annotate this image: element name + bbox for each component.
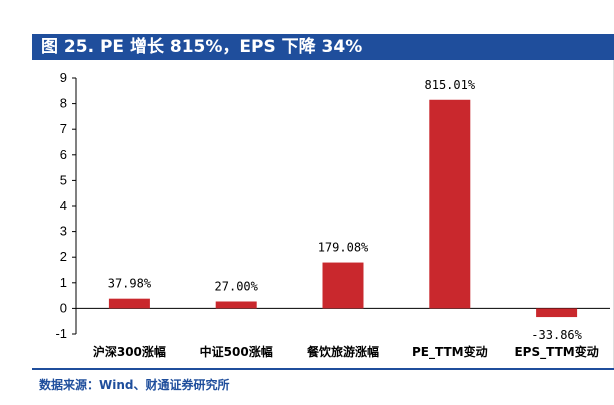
chart-area: -1 0 1 2 3 4 5 6 7 8 9 37.98% 沪深300涨幅 27.00% 中证500涨幅 1…	[32, 60, 614, 368]
y-tick-label: 6	[60, 147, 67, 162]
bar-4	[429, 99, 471, 309]
y-tick-label: 5	[60, 172, 67, 187]
data-label: 27.00%	[215, 279, 259, 293]
source-note: 数据来源：Wind、财通证券研究所	[39, 378, 230, 392]
data-label: -33.86%	[531, 328, 582, 342]
y-tick-label: 7	[60, 121, 67, 136]
chart-title: 图 25. PE 增长 815%，EPS 下降 34%	[41, 37, 363, 57]
y-tick-label: 2	[60, 249, 67, 264]
y-tick-label: 4	[60, 198, 67, 213]
chart-title-bar: 图 25. PE 增长 815%，EPS 下降 34%	[32, 34, 614, 60]
source-footer: 数据来源：Wind、财通证券研究所	[32, 368, 614, 398]
bar-chart: -1 0 1 2 3 4 5 6 7 8 9 37.98% 沪深300涨幅 27.00% 中证500涨幅 1…	[55, 70, 610, 360]
y-tick-label: 8	[60, 96, 67, 111]
bar-3	[322, 262, 364, 309]
data-label: 37.98%	[108, 277, 152, 291]
y-tick-label: 1	[60, 275, 67, 290]
x-tick-label: EPS_TTM变动	[514, 344, 598, 360]
bar-1	[108, 298, 150, 309]
y-tick-label: 0	[60, 300, 67, 315]
y-tick-label: -1	[55, 326, 67, 341]
y-tick-label: 9	[60, 70, 67, 85]
data-label: 179.08%	[318, 241, 369, 255]
bar-5	[536, 308, 578, 318]
x-tick-label: 中证500涨幅	[200, 344, 273, 359]
x-tick-label: PE_TTM变动	[412, 344, 488, 360]
x-tick-label: 餐饮旅游涨幅	[307, 344, 379, 359]
data-label: 815.01%	[425, 78, 476, 92]
x-tick-label: 沪深300涨幅	[93, 344, 166, 359]
bar-2	[215, 301, 257, 309]
y-tick-label: 3	[60, 224, 67, 239]
